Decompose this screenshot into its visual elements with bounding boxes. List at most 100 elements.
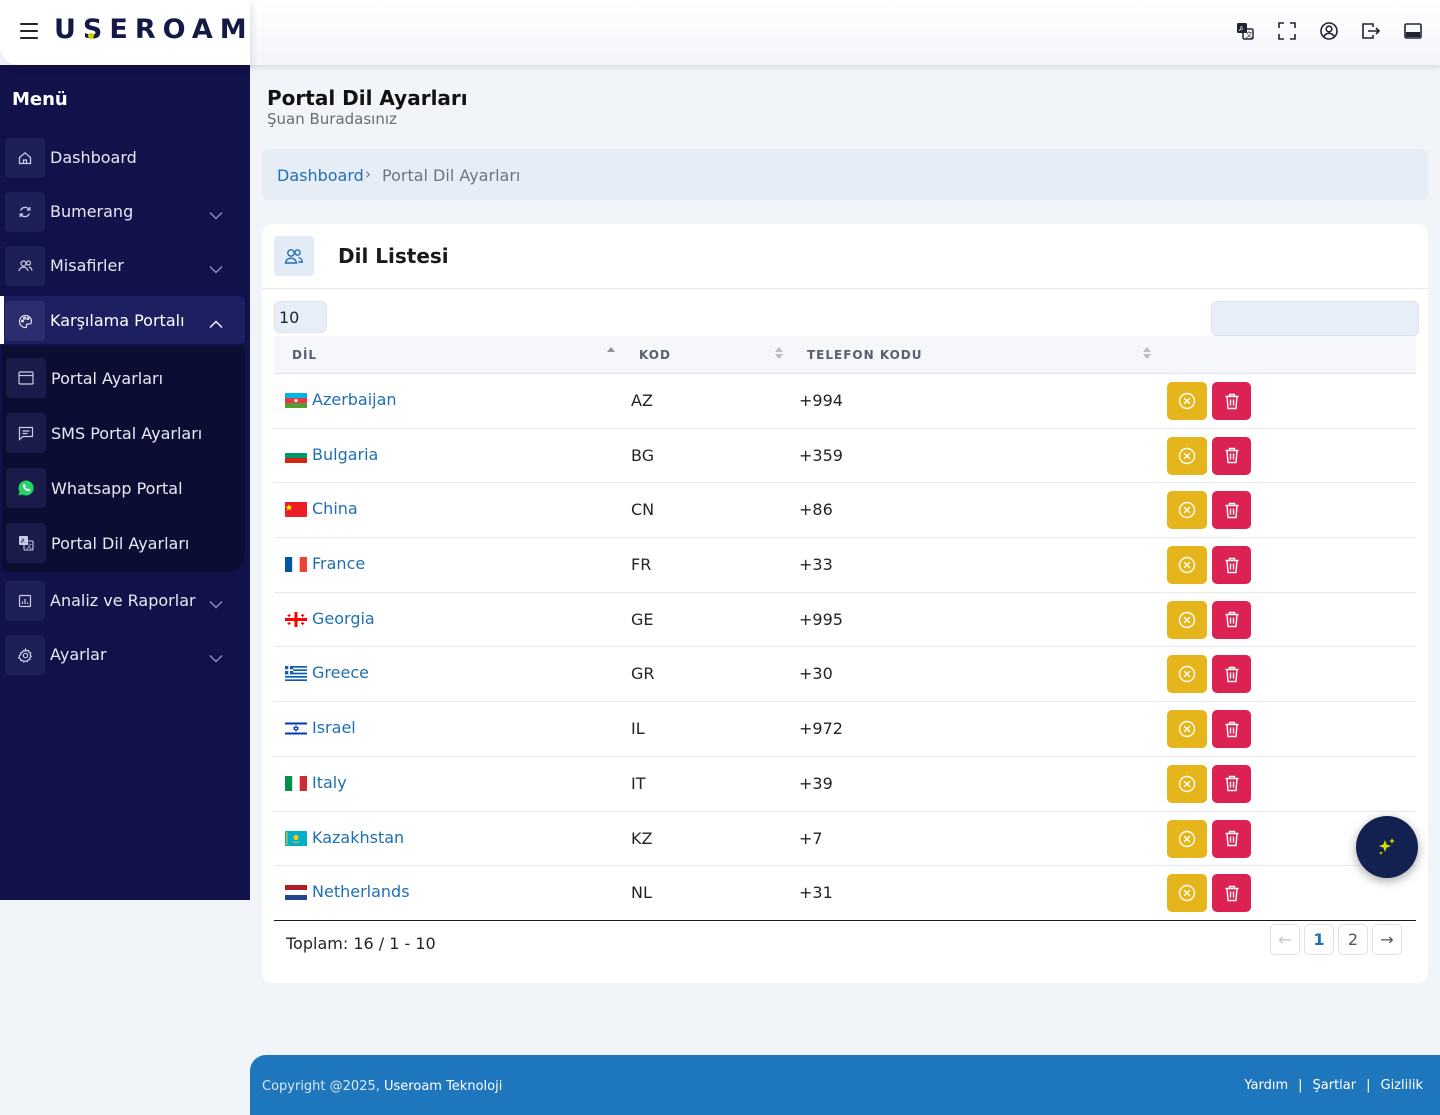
phone-code: +86 (799, 500, 833, 520)
column-header-phone-code[interactable]: TELEFON KODU (807, 348, 923, 362)
deactivate-button[interactable] (1167, 436, 1207, 475)
language-name-link[interactable]: France (312, 554, 366, 574)
delete-button[interactable] (1212, 874, 1251, 913)
deactivate-button[interactable] (1167, 600, 1207, 639)
table-row: Georgia GE +995 (274, 593, 1416, 648)
trash-icon (1225, 830, 1238, 847)
total-count: Toplam: 16 / 1 - 10 (286, 934, 436, 953)
trash-icon (1225, 721, 1238, 737)
delete-button[interactable] (1212, 764, 1251, 803)
language-name-link[interactable]: Bulgaria (312, 444, 379, 464)
deactivate-button[interactable] (1167, 874, 1207, 913)
deactivate-button[interactable] (1167, 655, 1207, 694)
breadcrumb-dashboard-link[interactable]: Dashboard (277, 166, 364, 185)
user-icon[interactable] (1320, 22, 1338, 40)
table-row: China CN +86 (274, 483, 1416, 539)
delete-button[interactable] (1212, 710, 1251, 749)
sidebar-item-karsilama-portali[interactable]: Karşılama Portalı (0, 296, 245, 344)
delete-button[interactable] (1212, 436, 1251, 475)
table-body: Azerbaijan AZ +994 Bulgaria BG +359 China CN +86… (274, 374, 1416, 921)
column-header-code[interactable]: KOD (639, 348, 671, 362)
copyright: Copyright @2025, Useroam Teknoloji (262, 1079, 502, 1094)
language-code: GE (631, 609, 654, 629)
chevron-down-icon (209, 259, 223, 278)
page-1-button[interactable]: 1 (1304, 924, 1334, 955)
pagination: ← 1 2 → (1270, 924, 1402, 955)
deactivate-button[interactable] (1167, 764, 1207, 803)
svg-text:A: A (1239, 25, 1244, 33)
phone-code: +359 (799, 445, 843, 465)
language-name-link[interactable]: China (312, 499, 358, 519)
layout-icon[interactable] (1404, 22, 1422, 40)
sidebar-item-ayarlar[interactable]: Ayarlar (0, 630, 250, 678)
language-name-link[interactable]: Azerbaijan (312, 390, 397, 409)
deactivate-button[interactable] (1167, 491, 1207, 530)
trash-icon (1225, 666, 1238, 683)
sort-icon[interactable] (1143, 345, 1151, 361)
delete-button[interactable] (1212, 600, 1251, 639)
fullscreen-icon[interactable] (1278, 22, 1296, 40)
language-name-link[interactable]: Kazakhstan (312, 827, 405, 847)
submenu-item-whatsapp-portal[interactable]: Whatsapp Portal (2, 462, 245, 514)
page-2-button[interactable]: 2 (1338, 924, 1368, 955)
terms-link[interactable]: Şartlar (1312, 1078, 1357, 1093)
company-link[interactable]: Useroam Teknoloji (384, 1079, 503, 1094)
sidebar-item-dashboard[interactable]: Dashboard (0, 133, 250, 181)
table-row: Kazakhstan KZ +7 (274, 812, 1416, 867)
gear-icon (5, 635, 45, 675)
phone-code: +33 (799, 555, 833, 575)
language-name-link[interactable]: Netherlands (312, 882, 410, 902)
language-name-link[interactable]: Georgia (312, 608, 375, 628)
sidebar-item-bumerang[interactable]: Bumerang (0, 187, 250, 235)
delete-button[interactable] (1212, 546, 1251, 585)
deactivate-button[interactable] (1167, 819, 1207, 858)
delete-button[interactable] (1212, 655, 1251, 694)
trash-icon (1225, 447, 1238, 464)
language-name-link[interactable]: Greece (312, 663, 369, 683)
page-size-select[interactable]: 10 (274, 301, 327, 333)
submenu-item-label: SMS Portal Ayarları (51, 424, 203, 443)
sidebar-item-label: Bumerang (50, 202, 134, 221)
prev-page-button[interactable]: ← (1270, 924, 1300, 955)
help-link[interactable]: Yardım (1244, 1078, 1289, 1093)
submenu-item-sms-portal[interactable]: SMS Portal Ayarları (2, 407, 245, 459)
sidebar-item-analiz-raporlar[interactable]: Analiz ve Raporlar (0, 576, 250, 624)
sort-icon[interactable] (607, 345, 615, 361)
deactivate-button[interactable] (1167, 710, 1207, 749)
circle-x-icon (1178, 775, 1196, 793)
next-page-button[interactable]: → (1372, 924, 1402, 955)
ai-assistant-button[interactable] (1356, 816, 1418, 878)
deactivate-button[interactable] (1167, 382, 1207, 420)
sidebar-item-misafirler[interactable]: Misafirler (0, 241, 250, 289)
card-header: Dil Listesi (262, 224, 1428, 289)
submenu-item-portal-ayarlari[interactable]: Portal Ayarları (2, 352, 245, 404)
language-list-card: Dil Listesi 10 DİL KOD TELEFON KODU Azer… (262, 224, 1428, 983)
language-code: FR (631, 555, 652, 575)
trash-icon (1225, 776, 1238, 792)
menu-toggle-icon[interactable] (20, 23, 38, 39)
column-header-language[interactable]: DİL (292, 348, 318, 362)
copyright-text: Copyright @2025, (262, 1079, 380, 1094)
flag-icon (285, 393, 307, 408)
delete-button[interactable] (1212, 819, 1251, 858)
language-name-link[interactable]: Israel (312, 718, 356, 738)
privacy-link[interactable]: Gizlilik (1380, 1078, 1424, 1093)
logout-icon[interactable] (1362, 22, 1380, 40)
delete-button[interactable] (1212, 491, 1251, 530)
search-input[interactable] (1211, 301, 1419, 336)
deactivate-button[interactable] (1167, 546, 1207, 585)
sidebar-title: Menü (12, 89, 68, 110)
language-code: IT (631, 773, 646, 793)
footer-separator: | (1366, 1078, 1371, 1093)
phone-code: +995 (799, 609, 843, 629)
delete-button[interactable] (1212, 382, 1251, 420)
sparkle-icon (1379, 838, 1395, 855)
sort-icon[interactable] (775, 345, 783, 361)
svg-text:文: 文 (26, 542, 32, 550)
svg-text:文: 文 (1246, 30, 1253, 39)
language-code: KZ (631, 828, 653, 848)
language-name-link[interactable]: Italy (312, 772, 347, 792)
